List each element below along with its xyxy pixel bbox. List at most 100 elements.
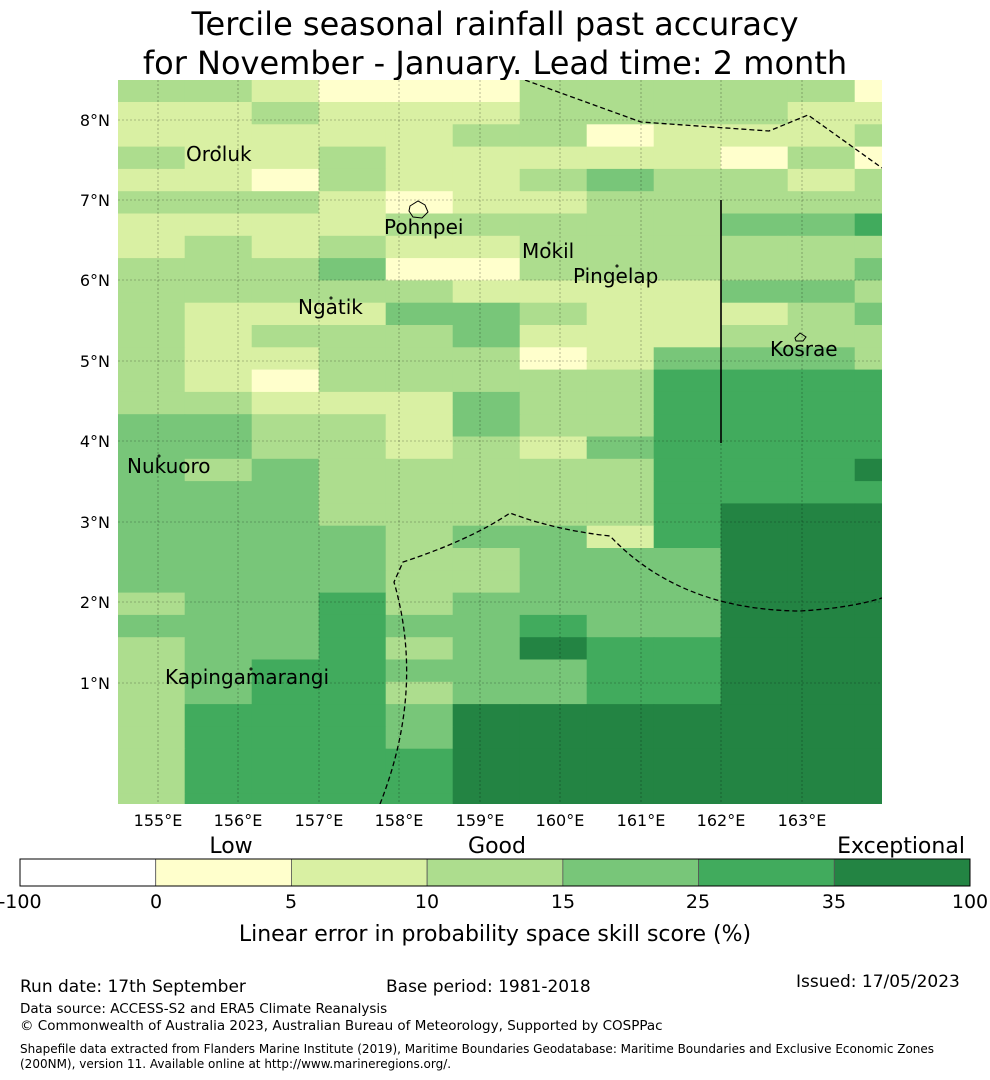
skill-cell <box>385 391 454 415</box>
skill-cell <box>318 235 387 259</box>
skill-cell <box>653 369 722 393</box>
skill-cell <box>586 369 655 393</box>
skill-cell <box>251 280 320 304</box>
colorbar-tick-1: 0 <box>150 891 162 913</box>
skill-cell <box>184 592 253 616</box>
skill-cell <box>118 369 186 393</box>
skill-cell <box>319 949 387 972</box>
skill-cell <box>385 191 454 215</box>
skill-cell <box>452 458 521 482</box>
skill-cell <box>184 525 253 549</box>
skill-cell <box>922 236 990 259</box>
lat-tick-7: 7°N <box>80 191 110 210</box>
lat-tick-1: 1°N <box>80 674 110 693</box>
skill-cell <box>653 168 722 192</box>
skill-cell <box>922 347 990 370</box>
lon-tick-162: 162°E <box>697 811 746 830</box>
skill-cell <box>787 525 856 549</box>
skill-cell <box>653 681 722 705</box>
skill-cell <box>519 168 588 192</box>
skill-cell <box>922 459 990 482</box>
skill-cell <box>519 525 588 549</box>
skill-cell <box>385 102 454 125</box>
skill-cell <box>519 637 588 661</box>
skill-cell <box>653 570 722 594</box>
skill-cell <box>184 436 253 460</box>
skill-cell <box>118 503 186 527</box>
skill-cell <box>184 681 253 705</box>
skill-cell <box>452 191 521 215</box>
skill-cell <box>519 704 588 727</box>
skill-cell <box>452 168 521 192</box>
skill-cell <box>318 325 387 348</box>
skill-cell <box>118 681 186 705</box>
skill-cell <box>385 168 454 192</box>
skill-cell <box>787 325 856 348</box>
skill-cell <box>787 793 856 804</box>
skill-cell <box>787 481 856 504</box>
skill-cell <box>118 704 186 727</box>
skill-cell <box>854 414 882 438</box>
skill-cell <box>184 748 253 772</box>
skill-cell <box>251 704 320 727</box>
skill-cell <box>184 325 253 348</box>
skill-cell <box>787 592 856 616</box>
skill-cell <box>385 369 454 393</box>
skill-cell <box>452 525 521 549</box>
skill-cell <box>118 793 186 804</box>
skill-cell <box>318 391 387 415</box>
skill-cell <box>586 503 655 527</box>
skill-cell <box>720 614 789 638</box>
skill-cell <box>520 949 588 972</box>
base-period: Base period: 1981-2018 <box>386 977 591 997</box>
colorbar-tick-5: 25 <box>686 891 710 913</box>
skill-cell <box>118 347 186 371</box>
skill-cell <box>586 258 655 281</box>
skill-cell <box>452 235 521 259</box>
skill-cell <box>452 659 521 683</box>
skill-cell <box>118 146 186 170</box>
skill-cell <box>118 302 186 326</box>
skill-cell <box>586 592 655 616</box>
skill-cell <box>787 771 856 794</box>
skill-cell <box>653 280 722 304</box>
skill-cell <box>251 347 320 371</box>
eez-boundary-south <box>379 512 882 804</box>
skill-cell <box>653 659 722 683</box>
label-pingelap: Pingelap <box>573 264 658 288</box>
skill-cell <box>922 102 990 125</box>
colorbar-segment <box>426 858 564 887</box>
skill-cell <box>653 748 722 772</box>
skill-cell <box>922 191 990 214</box>
skill-cell <box>184 458 253 482</box>
skill-cell <box>787 191 856 215</box>
skill-cell <box>251 793 320 804</box>
skill-cell <box>586 325 655 348</box>
skill-cell <box>385 481 454 504</box>
lon-tick-155: 155°E <box>134 811 183 830</box>
skill-cell <box>787 681 856 705</box>
skill-cell <box>385 235 454 259</box>
skill-cell <box>922 749 990 772</box>
skill-cell <box>118 927 186 950</box>
lat-tick-2: 2°N <box>80 593 110 612</box>
skill-cell <box>854 325 882 348</box>
skill-cell <box>787 369 856 393</box>
skill-cell <box>854 458 882 482</box>
graticule <box>118 80 882 804</box>
skill-cell <box>586 726 655 750</box>
skill-cell <box>318 280 387 304</box>
skill-cell <box>452 503 521 527</box>
skill-cell <box>922 169 990 192</box>
skill-cell <box>385 659 454 683</box>
skill-cell <box>519 771 588 794</box>
skill-cell <box>318 80 387 103</box>
skill-cell <box>586 124 655 148</box>
skill-cell <box>318 637 387 661</box>
skill-cell <box>385 458 454 482</box>
skill-cell <box>385 258 454 281</box>
skill-cell <box>854 681 882 705</box>
legend-category-low: Low <box>209 834 252 859</box>
skill-cell <box>385 146 454 170</box>
skill-cell <box>653 414 722 438</box>
